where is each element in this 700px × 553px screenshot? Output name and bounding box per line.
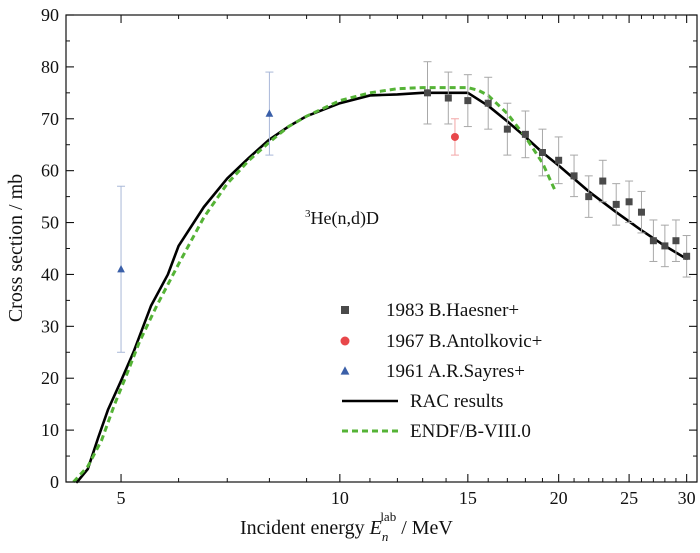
y-tick-label: 10 (41, 420, 59, 440)
reaction-annotation: 3He(n,d)D (305, 208, 379, 229)
y-tick-label: 20 (41, 368, 59, 388)
data-point-1961-a-r-sayres- (265, 109, 274, 117)
y-axis-label: Cross section / mb (5, 174, 27, 322)
legend-marker (341, 306, 349, 314)
data-point-1983-b-haesner- (612, 200, 620, 208)
x-tick-label: 10 (331, 488, 349, 508)
y-tick-label: 30 (41, 316, 59, 336)
data-point-1983-b-haesner- (444, 94, 452, 102)
x-tick-label: 30 (678, 488, 696, 508)
x-axis-label-subscript: n (382, 529, 389, 544)
legend-marker (340, 336, 350, 346)
legend-label: 1967 B.Antolkovic+ (386, 331, 542, 352)
x-axis-label-prefix: Incident energy (240, 517, 370, 539)
data-point-1983-b-haesner- (570, 172, 578, 180)
plot-area (72, 61, 691, 484)
y-tick-label: 40 (41, 264, 59, 284)
x-axis-label-suffix: / MeV (396, 517, 453, 539)
axis-tick-labels: 5 10 15 20 25 30 0 10 20 30 40 50 60 70 80 90 (41, 5, 696, 508)
legend-label: 1983 B.Haesner+ (386, 300, 519, 321)
x-axis-label: Incident energy En lab / MeV (240, 509, 453, 544)
data-point-1983-b-haesner- (637, 208, 645, 216)
data-point-1983-b-haesner- (672, 237, 680, 245)
legend-label: ENDF/B-VIII.0 (410, 421, 531, 442)
data-point-1983-b-haesner- (423, 89, 431, 97)
annotation-text: He(n,d)D (311, 208, 379, 229)
x-axis-label-symbol: E (369, 517, 382, 539)
data-point-1983-b-haesner- (683, 252, 691, 260)
x-tick-label: 20 (550, 488, 568, 508)
legend-label: RAC results (410, 391, 503, 412)
data-point-1967-b-antolkovic- (450, 132, 459, 141)
x-tick-label: 25 (620, 488, 638, 508)
data-point-1983-b-haesner- (555, 156, 563, 164)
data-point-1983-b-haesner- (625, 198, 633, 206)
plot-frame (65, 14, 698, 483)
legend-label: 1961 A.R.Sayres+ (386, 361, 525, 382)
data-point-1983-b-haesner- (599, 177, 607, 185)
data-point-1983-b-haesner- (585, 193, 593, 201)
data-point-1961-a-r-sayres- (117, 265, 125, 273)
y-tick-label: 80 (41, 57, 59, 77)
y-tick-label: 50 (41, 213, 59, 233)
legend: 1983 B.Haesner+ 1967 B.Antolkovic+ 1961 A.… (340, 300, 542, 442)
y-tick-label: 60 (41, 161, 59, 181)
data-point-1983-b-haesner- (503, 125, 511, 133)
data-point-1983-b-haesner- (484, 99, 492, 107)
x-axis-label-superscript: lab (380, 509, 396, 524)
data-point-1983-b-haesner- (521, 130, 529, 138)
y-tick-label: 70 (41, 109, 59, 129)
axis-ticks (66, 14, 697, 483)
legend-marker (340, 366, 350, 375)
data-point-1983-b-haesner- (464, 97, 472, 105)
x-tick-label: 5 (117, 488, 126, 508)
data-point-1983-b-haesner- (649, 237, 657, 245)
y-tick-label: 0 (50, 472, 59, 492)
series-line-endf-b-viii-0 (72, 86, 557, 484)
data-point-1983-b-haesner- (538, 149, 546, 157)
x-tick-label: 15 (459, 488, 477, 508)
series-line-rac-results (75, 91, 688, 484)
y-tick-label: 90 (41, 5, 59, 25)
data-point-1983-b-haesner- (661, 242, 669, 250)
annotation-superscript: 3 (305, 208, 311, 220)
